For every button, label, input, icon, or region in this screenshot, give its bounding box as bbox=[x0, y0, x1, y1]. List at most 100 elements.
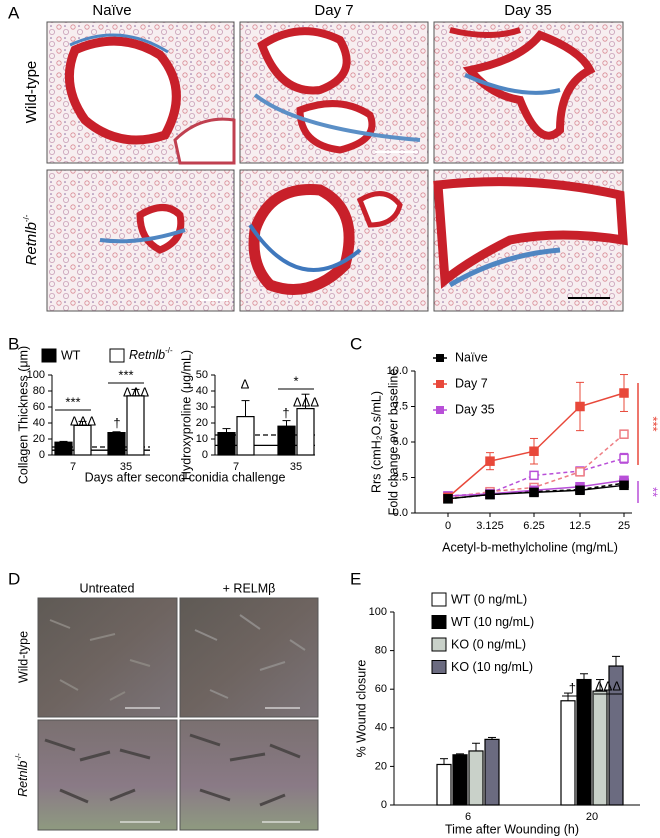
x-axis-label: Time after Wounding (h) bbox=[445, 822, 579, 836]
bar bbox=[576, 678, 592, 806]
legend-marker bbox=[436, 354, 444, 362]
y-tick-label: 60 bbox=[375, 683, 387, 695]
y-tick-label: 0 bbox=[202, 449, 208, 461]
label-sup: -/- bbox=[22, 214, 31, 222]
y-tick-label: 60 bbox=[33, 401, 45, 413]
marker bbox=[619, 429, 629, 439]
y-tick-label: 80 bbox=[33, 385, 45, 397]
bar bbox=[484, 738, 500, 806]
micrograph bbox=[239, 169, 429, 312]
y-axis-label: Rrs (cmH₂O.s/mL) bbox=[369, 391, 383, 493]
label-sup: -/- bbox=[14, 753, 23, 761]
micrograph bbox=[37, 597, 178, 718]
legend-label: Retnlb-/- bbox=[129, 346, 173, 362]
label-text: Retnlb bbox=[129, 348, 165, 362]
micrograph bbox=[179, 719, 319, 831]
legend-label: Day 35 bbox=[455, 402, 495, 416]
marker bbox=[619, 388, 629, 398]
bar bbox=[592, 690, 608, 806]
micrograph bbox=[179, 597, 319, 718]
x-tick-label: 0 bbox=[445, 520, 451, 532]
y-tick-label: 80 bbox=[375, 645, 387, 657]
x-tick-label: 25 bbox=[618, 520, 630, 532]
y-tick-label: 10.0 bbox=[387, 365, 408, 377]
legend-swatch bbox=[431, 637, 447, 652]
y-tick-label: 20 bbox=[375, 760, 387, 772]
y-tick-label: 20 bbox=[33, 433, 45, 445]
panel-label: D bbox=[8, 569, 20, 588]
column-header: Day 35 bbox=[504, 2, 552, 19]
legend-swatch bbox=[431, 660, 447, 674]
micrograph bbox=[37, 719, 178, 831]
x-tick-label: 12.5 bbox=[569, 520, 590, 532]
marker bbox=[575, 467, 585, 477]
x-axis-label: Days after second conidia challenge bbox=[85, 470, 286, 484]
legend-label: Day 7 bbox=[455, 376, 488, 390]
y-tick-label: 30 bbox=[196, 401, 208, 413]
x-tick-label: 6.25 bbox=[523, 520, 544, 532]
y-tick-label: 40 bbox=[196, 385, 208, 397]
bar bbox=[73, 424, 92, 456]
x-tick-label: 3.125 bbox=[476, 520, 504, 532]
legend-marker bbox=[436, 406, 444, 414]
significance-label: ΔΔΔ bbox=[123, 384, 149, 399]
legend-marker bbox=[436, 380, 444, 388]
x-tick-label: 35 bbox=[290, 461, 302, 473]
bar bbox=[236, 416, 255, 456]
marker bbox=[529, 470, 539, 481]
legend-swatch bbox=[109, 348, 125, 363]
y-tick-label: 7.5 bbox=[393, 400, 408, 412]
micrograph bbox=[433, 169, 628, 312]
y-tick-label: 50 bbox=[196, 369, 208, 381]
significance-label: † bbox=[113, 415, 120, 430]
bar bbox=[217, 432, 236, 456]
bar bbox=[468, 750, 484, 806]
x-tick-label: 20 bbox=[586, 811, 598, 823]
label-text: Retnlb bbox=[23, 222, 40, 265]
y-axis-label: % Wound closure bbox=[354, 660, 368, 758]
legend-swatch bbox=[41, 348, 57, 363]
column-header: Naïve bbox=[92, 2, 131, 19]
significance-label: ΔΔΔ bbox=[595, 678, 621, 693]
row-label: Wild-type bbox=[23, 61, 40, 124]
y-tick-label: 20 bbox=[196, 417, 208, 429]
legend-swatch bbox=[431, 615, 447, 629]
marker bbox=[619, 480, 629, 491]
significance-label: † bbox=[282, 405, 289, 420]
x-tick-label: 35 bbox=[120, 461, 132, 473]
bar bbox=[296, 408, 315, 456]
bar bbox=[277, 425, 296, 456]
legend-label: WT (0 ng/mL) bbox=[451, 592, 527, 606]
significance-label: ** bbox=[646, 487, 660, 497]
micrograph bbox=[46, 21, 236, 165]
significance-label: *** bbox=[118, 367, 133, 382]
y-tick-label: 100 bbox=[27, 369, 45, 381]
legend-label: WT bbox=[61, 348, 81, 362]
significance-label: ΔΔΔ bbox=[293, 394, 319, 409]
legend-label: KO (10 ng/mL) bbox=[451, 660, 533, 674]
legend-label: KO (0 ng/mL) bbox=[451, 637, 526, 651]
label-sup: -/- bbox=[165, 346, 173, 355]
y-tick-label: 2.5 bbox=[393, 471, 408, 483]
panel-d-images bbox=[37, 597, 319, 831]
y-axis-label: Collagen Thickness (μm) bbox=[16, 346, 30, 484]
y-tick-label: 0 bbox=[39, 449, 45, 461]
bar bbox=[126, 395, 145, 456]
significance-label: *** bbox=[646, 416, 660, 431]
legend-label: Naïve bbox=[455, 350, 488, 364]
marker bbox=[529, 487, 539, 498]
bar bbox=[54, 441, 73, 456]
x-tick-label: 7 bbox=[233, 461, 239, 473]
bar bbox=[107, 432, 126, 456]
y-tick-label: 100 bbox=[369, 606, 387, 618]
significance-label: ΔΔΔ bbox=[70, 413, 96, 428]
significance-label: Δ bbox=[241, 376, 250, 391]
marker bbox=[575, 485, 585, 496]
panel-label: A bbox=[8, 3, 20, 22]
bar bbox=[436, 763, 452, 806]
micrograph bbox=[239, 21, 429, 164]
panel-label: E bbox=[350, 569, 361, 588]
x-tick-label: 6 bbox=[465, 811, 471, 823]
legend-swatch bbox=[431, 592, 447, 607]
significance-label: †† bbox=[569, 680, 583, 695]
